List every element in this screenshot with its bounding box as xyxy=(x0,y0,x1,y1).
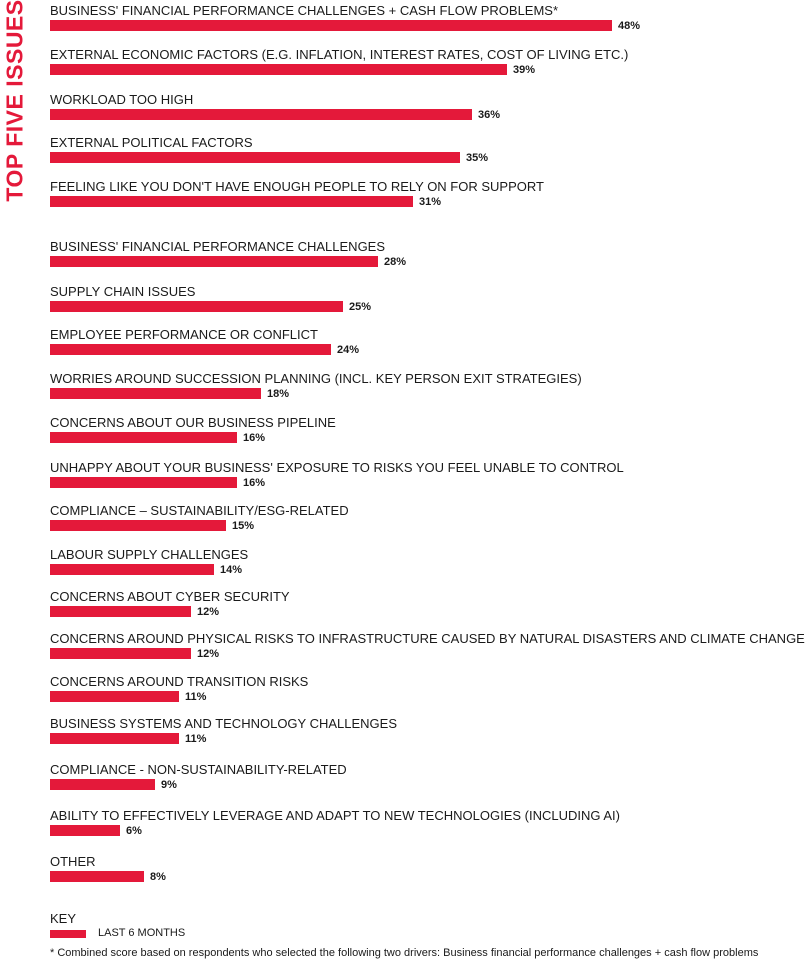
bar xyxy=(50,648,191,659)
category-label: COMPLIANCE – SUSTAINABILITY/ESG-RELATED xyxy=(50,503,349,518)
value-label: 14% xyxy=(220,564,243,576)
value-label: 25% xyxy=(349,301,372,313)
value-label: 28% xyxy=(384,256,407,268)
value-label: 18% xyxy=(267,388,290,400)
category-label: OTHER xyxy=(50,854,96,869)
bar xyxy=(50,871,144,882)
value-label: 8% xyxy=(150,871,166,883)
value-label: 12% xyxy=(197,606,220,618)
bar xyxy=(50,733,179,744)
bar xyxy=(50,779,155,790)
value-label: 9% xyxy=(161,779,177,791)
bar xyxy=(50,152,460,163)
value-label: 36% xyxy=(478,109,501,121)
category-label: EXTERNAL ECONOMIC FACTORS (E.G. INFLATIO… xyxy=(50,47,629,62)
bar xyxy=(50,256,378,267)
bar xyxy=(50,606,191,617)
key-title: KEY xyxy=(50,911,77,926)
bar xyxy=(50,301,343,312)
value-label: 11% xyxy=(185,733,207,745)
value-label: 12% xyxy=(197,648,220,660)
category-label: UNHAPPY ABOUT YOUR BUSINESS' EXPOSURE TO… xyxy=(50,460,624,475)
bar xyxy=(50,109,472,120)
category-label: ABILITY TO EFFECTIVELY LEVERAGE AND ADAP… xyxy=(50,808,620,823)
value-label: 16% xyxy=(243,477,266,489)
value-label: 6% xyxy=(126,825,142,837)
bar xyxy=(50,691,179,702)
category-label: CONCERNS ABOUT CYBER SECURITY xyxy=(50,589,290,604)
category-label: CONCERNS AROUND TRANSITION RISKS xyxy=(50,674,309,689)
key-swatch xyxy=(50,930,86,938)
value-label: 48% xyxy=(618,20,641,32)
value-label: 24% xyxy=(337,344,360,356)
category-label: COMPLIANCE - NON-SUSTAINABILITY-RELATED xyxy=(50,762,347,777)
footnote: * Combined score based on respondents wh… xyxy=(50,947,759,959)
bar xyxy=(50,388,261,399)
category-label: WORKLOAD TOO HIGH xyxy=(50,92,194,107)
bar xyxy=(50,477,237,488)
bar xyxy=(50,825,120,836)
category-label: WORRIES AROUND SUCCESSION PLANNING (INCL… xyxy=(50,371,582,386)
bar xyxy=(50,20,612,31)
value-label: 31% xyxy=(419,196,442,208)
value-label: 39% xyxy=(513,64,536,76)
bar xyxy=(50,564,214,575)
bar xyxy=(50,196,413,207)
value-label: 11% xyxy=(185,691,207,703)
bar xyxy=(50,432,237,443)
value-label: 15% xyxy=(232,520,255,532)
category-label: LABOUR SUPPLY CHALLENGES xyxy=(50,547,249,562)
category-label: CONCERNS ABOUT OUR BUSINESS PIPELINE xyxy=(50,415,336,430)
category-label: EMPLOYEE PERFORMANCE OR CONFLICT xyxy=(50,327,318,342)
key-label: LAST 6 MONTHS xyxy=(98,927,186,939)
category-label: BUSINESS' FINANCIAL PERFORMANCE CHALLENG… xyxy=(50,239,386,254)
bar xyxy=(50,520,226,531)
value-label: 35% xyxy=(466,152,489,164)
value-label: 16% xyxy=(243,432,266,444)
category-label: EXTERNAL POLITICAL FACTORS xyxy=(50,135,253,150)
category-label: SUPPLY CHAIN ISSUES xyxy=(50,284,196,299)
bar xyxy=(50,344,331,355)
category-label: BUSINESS' FINANCIAL PERFORMANCE CHALLENG… xyxy=(50,3,559,18)
bar xyxy=(50,64,507,75)
category-label: CONCERNS AROUND PHYSICAL RISKS TO INFRAS… xyxy=(50,631,805,646)
category-label: BUSINESS SYSTEMS AND TECHNOLOGY CHALLENG… xyxy=(50,716,398,731)
category-label: FEELING LIKE YOU DON'T HAVE ENOUGH PEOPL… xyxy=(50,179,544,194)
